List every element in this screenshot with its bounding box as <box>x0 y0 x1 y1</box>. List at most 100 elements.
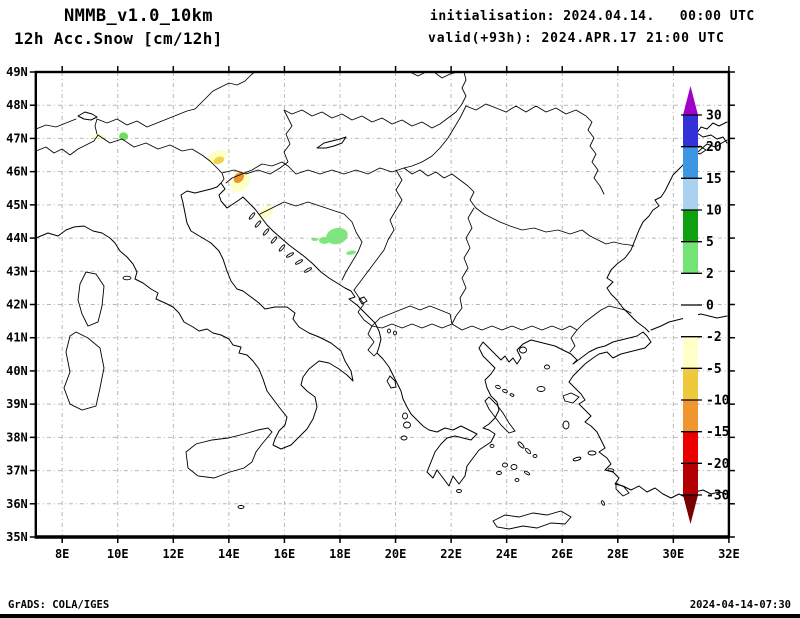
coastline-italy-adriatic <box>35 182 354 450</box>
colorbar-level-label: -30 <box>706 489 730 504</box>
snow-patches-layer <box>92 132 357 255</box>
border-romania-ukraine-moldova <box>465 103 605 195</box>
lat-tick-label: 40N <box>6 364 28 378</box>
colorbar-cell <box>683 305 698 338</box>
island-santorini <box>514 478 520 482</box>
island-pag <box>262 228 270 236</box>
island-samothrace <box>544 364 550 370</box>
island-paros <box>502 462 508 468</box>
island-andros <box>517 441 525 449</box>
bottom-bar <box>0 614 800 618</box>
lon-tick-label: 12E <box>162 547 184 561</box>
lake-prespa <box>393 330 397 336</box>
border-swiss-italy <box>35 134 99 156</box>
islands-layer <box>63 212 630 530</box>
valid-time-label: valid(+93h): 2024.APR.17 21:00 UTC <box>428 31 725 46</box>
border-hungary-south <box>281 161 405 175</box>
snow-patch <box>346 250 357 255</box>
colorbar-level-label: -15 <box>706 425 729 440</box>
island-skiathos <box>495 384 501 390</box>
lat-tick-label: 47N <box>6 131 28 145</box>
colorbar-level-label: -20 <box>706 457 730 472</box>
island-ikaria <box>572 456 582 462</box>
coastlines-layer <box>35 111 728 499</box>
lake-scutari <box>358 296 368 305</box>
colorbar-cell <box>683 400 698 433</box>
border-albania-east <box>353 289 373 327</box>
border-austria-hungary-slovakia <box>221 103 463 175</box>
island-cres <box>254 220 262 228</box>
axis-labels-layer: 8E 10E 12E 14E 16E 18E 20E 22E 24E 26E 28E 30E 32E 49… <box>6 65 740 561</box>
border-swiss-austria <box>94 118 98 135</box>
border-serbia-west <box>353 169 403 291</box>
colorbar-level-label: 10 <box>706 204 722 219</box>
lat-tick-label: 44N <box>6 231 28 245</box>
island-kos <box>607 468 615 472</box>
axis-ticks-layer <box>29 66 735 543</box>
lat-tick-label: 35N <box>6 530 28 544</box>
lon-tick-label: 18E <box>329 547 351 561</box>
border-slovakia-ukraine <box>461 71 467 105</box>
lon-tick-label: 20E <box>385 547 407 561</box>
lat-tick-label: 42N <box>6 297 28 311</box>
island-chios <box>562 420 570 430</box>
island-zakynthos <box>400 435 408 441</box>
border-serbia-romania-danube <box>403 167 477 209</box>
colorbar-level-label: -10 <box>706 394 730 409</box>
lat-tick-label: 38N <box>6 430 28 444</box>
border-german-austrian-czech <box>96 71 256 128</box>
field-title: 12h Acc.Snow [cm/12h] <box>14 29 223 48</box>
island-amorgos <box>523 470 531 476</box>
border-macedonia-north <box>371 305 453 327</box>
border-greece-bulgaria <box>451 323 578 331</box>
border-hungary-romania <box>403 105 467 169</box>
coastline-balkans-greece-turkey <box>218 182 728 499</box>
colorbar-level-label: 5 <box>706 235 714 250</box>
lat-tick-label: 49N <box>6 65 28 79</box>
colorbar-cell <box>683 431 698 464</box>
lat-tick-label: 48N <box>6 98 28 112</box>
colorbar-cell <box>683 146 698 179</box>
snow-patch <box>213 156 225 165</box>
lon-tick-label: 10E <box>107 547 129 561</box>
island-corfu <box>386 375 397 389</box>
colorbar-level-label: 15 <box>706 172 722 187</box>
border-swiss-german <box>35 118 77 130</box>
colorbar-cell <box>683 336 698 369</box>
island-mykonos <box>532 454 538 458</box>
border-bulgaria-serbia <box>451 207 475 325</box>
lon-tick-label: 28E <box>607 547 629 561</box>
map-frame-rect <box>34 70 731 539</box>
island-elba <box>122 275 132 281</box>
island-lefkada <box>402 412 408 420</box>
border-croatia-bosnia <box>259 201 363 281</box>
island-malta <box>237 505 245 509</box>
island-kornati <box>278 244 286 252</box>
snow-patch <box>326 227 348 245</box>
lon-tick-label: 8E <box>55 547 69 561</box>
island-thasos <box>519 346 527 354</box>
lon-tick-label: 24E <box>496 547 518 561</box>
border-bulgaria-turkey <box>576 305 632 331</box>
lon-tick-label: 14E <box>218 547 240 561</box>
colorbar-cell <box>683 463 698 496</box>
island-corsica <box>77 271 105 327</box>
island-tinos <box>524 447 532 455</box>
border-romania-bulgaria-danube <box>475 207 635 247</box>
lat-tick-label: 37N <box>6 464 28 478</box>
colorbar-cell <box>683 273 698 306</box>
island-samos <box>587 450 597 456</box>
border-albania-greece <box>367 325 378 357</box>
island-hvar <box>295 259 303 265</box>
island-sicily <box>185 427 273 479</box>
island-brac <box>286 252 294 258</box>
lat-tick-label: 46N <box>6 165 28 179</box>
snow-patch <box>233 172 245 184</box>
model-title: NMMB_v1.0_10km <box>64 6 213 26</box>
borders-layer <box>35 71 635 357</box>
lat-tick-label: 43N <box>6 264 28 278</box>
lat-tick-label: 36N <box>6 497 28 511</box>
lat-tick-label: 41N <box>6 331 28 345</box>
